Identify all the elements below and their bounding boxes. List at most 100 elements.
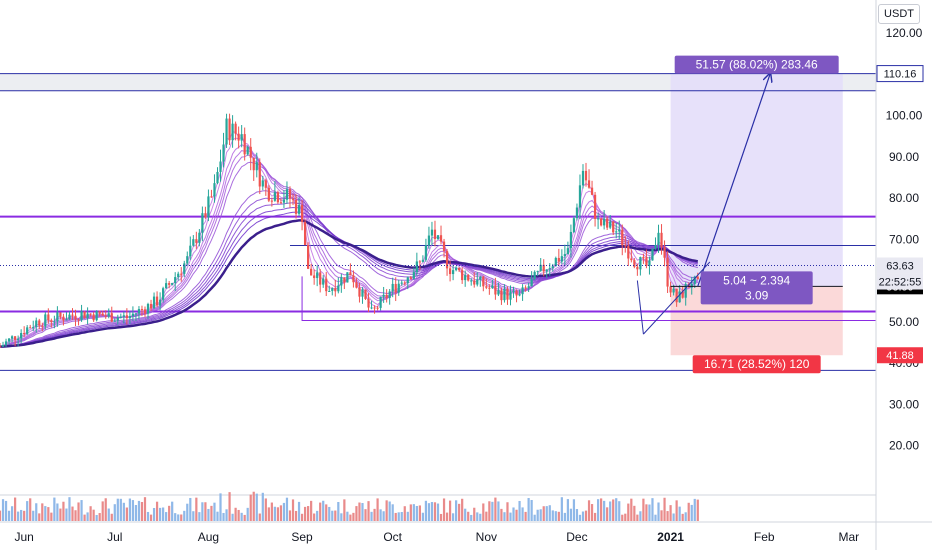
volume-bar: [153, 508, 155, 521]
candle-body: [334, 288, 336, 291]
volume-bar: [512, 507, 514, 521]
volume-bar: [407, 512, 409, 521]
candle-body: [497, 290, 499, 294]
volume-bar: [277, 507, 279, 521]
candle-body: [2, 345, 4, 347]
volume-bar: [449, 501, 451, 521]
profit-zone[interactable]: [671, 74, 843, 287]
time-axis[interactable]: Jun Jul Aug Sep Oct Nov Dec 2021 Feb Mar: [14, 530, 859, 544]
volume-bar: [422, 513, 424, 521]
candle-body: [180, 274, 182, 275]
volume-bar: [404, 506, 406, 521]
candle-body: [65, 319, 67, 320]
volume-bar: [102, 501, 104, 521]
candle-body: [521, 287, 523, 294]
volume-bar: [697, 500, 699, 521]
volume-bar: [322, 501, 324, 521]
candle-body: [283, 200, 285, 203]
candle-body: [379, 297, 381, 308]
volume-bar: [597, 499, 599, 521]
volume-bar: [376, 498, 378, 521]
trendline-stem: [637, 281, 643, 335]
volume-bar: [222, 513, 224, 521]
candle-body: [663, 247, 665, 257]
volume-bar: [434, 502, 436, 521]
candle-body: [588, 180, 590, 187]
price-badge-label: 110.16: [884, 69, 917, 81]
volume-bar: [410, 504, 412, 521]
volume-bar: [651, 498, 653, 521]
candle-body: [216, 172, 218, 183]
volume-bar: [443, 498, 445, 521]
candle-body: [90, 314, 92, 315]
candle-body: [168, 283, 170, 285]
candle-body: [256, 162, 258, 170]
candle-body: [74, 316, 76, 320]
candle-body: [673, 289, 675, 293]
volume-bar: [470, 515, 472, 521]
volume-bar: [241, 513, 243, 521]
candle-body: [473, 280, 475, 284]
volume-bar: [552, 510, 554, 521]
volume-bar: [108, 509, 110, 521]
volume-bar: [141, 502, 143, 521]
volume-bar: [364, 509, 366, 521]
loss-label: 16.71 (28.52%) 120: [693, 355, 821, 373]
candle-body: [346, 272, 348, 282]
volume-bar: [627, 504, 629, 521]
candle-body: [503, 289, 505, 300]
candle-body: [392, 284, 394, 291]
countdown-text: 22:52:55: [879, 277, 922, 289]
volume-bar: [585, 511, 587, 521]
volume-bar: [138, 501, 140, 521]
plot-area[interactable]: [0, 73, 876, 370]
volume-bar: [373, 509, 375, 521]
candle-body: [603, 219, 605, 226]
volume-bar: [630, 499, 632, 521]
volume-bar: [334, 511, 336, 521]
price-axis[interactable]: 20.0030.0040.0050.0060.0070.0080.0090.00…: [886, 26, 923, 453]
volume-bar: [491, 502, 493, 521]
candle-body: [129, 316, 131, 318]
volume-bar: [509, 513, 511, 521]
candle-body: [564, 254, 566, 256]
volume-bar: [528, 498, 530, 521]
risk-reward-label: 5.04 ~ 2.394 3.09: [701, 271, 813, 304]
volume-bar: [657, 502, 659, 521]
candle-body: [62, 317, 64, 321]
time-tick-label: Aug: [198, 530, 219, 544]
volume-bar: [298, 502, 300, 521]
candle-body: [358, 288, 360, 297]
candle-body: [343, 277, 345, 282]
volume-bar: [316, 511, 318, 521]
candle-body: [186, 256, 188, 263]
candle-body: [322, 279, 324, 285]
volume-bar: [395, 513, 397, 521]
candle-body: [552, 266, 554, 268]
volume-bar: [207, 509, 209, 521]
volume-bar: [41, 503, 43, 521]
volume-bar: [71, 507, 73, 521]
candle-body: [416, 261, 418, 272]
volume-bar: [23, 511, 25, 521]
volume-bar: [416, 506, 418, 521]
candle-body: [558, 258, 560, 262]
volume-bar: [534, 515, 536, 521]
volume-bar: [192, 511, 194, 521]
volume-bar: [86, 512, 88, 521]
volume-bar: [150, 515, 152, 521]
candle-body: [534, 272, 536, 279]
volume-bar: [219, 493, 221, 521]
volume-bar: [331, 511, 333, 521]
loss-label-text: 16.71 (28.52%) 120: [704, 357, 810, 371]
volume-bar: [210, 506, 212, 521]
volume-bar: [307, 506, 309, 521]
volume-bar: [546, 506, 548, 521]
volume-bar: [624, 514, 626, 521]
candle-body: [464, 275, 466, 280]
candle-body: [467, 275, 469, 280]
volume-bar: [564, 513, 566, 521]
currency-button[interactable]: USDT: [878, 4, 920, 24]
candle-body: [114, 321, 116, 322]
